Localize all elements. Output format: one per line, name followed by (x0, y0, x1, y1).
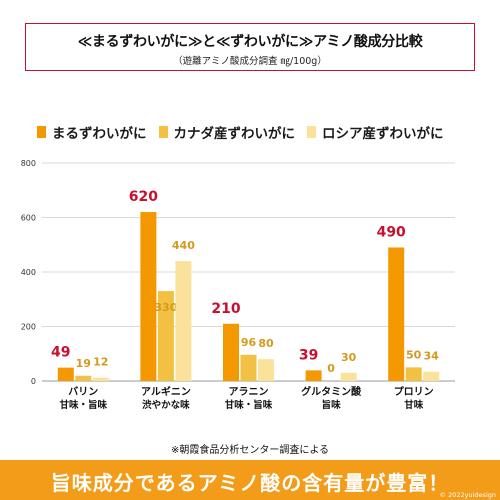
x-category-label: アルギニン (141, 385, 191, 398)
legend-item-series-1: まるずわいがに (37, 122, 147, 142)
chart-title: ≪まるずわいがに≫と≪ずわいがに≫アミノ酸成分比較 (77, 34, 423, 50)
bar-3 (258, 359, 274, 381)
y-tick-label: 800 (21, 159, 36, 168)
data-label: 30 (341, 351, 357, 364)
legend-swatch-series-2 (158, 126, 168, 138)
legend-item-series-2: カナダ産ずわいがに (158, 122, 296, 142)
bar-1 (388, 247, 405, 381)
bar-3 (340, 372, 357, 381)
bar-2 (75, 375, 92, 381)
x-category-label: バリン (68, 386, 98, 398)
data-label: 440 (172, 239, 195, 252)
data-label: 12 (93, 356, 108, 369)
bar-3 (92, 377, 109, 381)
x-category-sublabel: 渋やかな味 (142, 399, 190, 411)
bar-3 (175, 261, 192, 381)
chart-legend: まるずわいがに カナダ産ずわいがに ロシア産ずわいがに (37, 121, 490, 143)
bottom-banner: 旨味成分であるアミノ酸の含有量が豊富！ © 2022yuidesign (0, 460, 500, 500)
bar-3 (423, 371, 440, 381)
footnote: ※朝霞食品分析センター調査による (170, 445, 330, 456)
bar-1 (223, 323, 239, 381)
data-label: 210 (211, 301, 240, 317)
x-category-sublabel: 甘味・旨味 (60, 399, 108, 411)
legend-swatch-series-1 (37, 126, 46, 138)
legend-label-series-3: ロシア産ずわいがに (322, 126, 444, 142)
legend-label-series-1: まるずわいがに (52, 126, 147, 142)
data-label: 34 (424, 350, 440, 363)
chart-title-box: ≪まるずわいがに≫と≪ずわいがに≫アミノ酸成分比較 （遊離アミノ酸成分調査 ㎎/… (25, 23, 475, 71)
data-label: 0 (327, 362, 335, 375)
x-category-label: グルタミン酸 (301, 385, 362, 398)
x-category-sublabel: 甘味・旨味 (225, 399, 273, 411)
data-label: 49 (51, 345, 70, 361)
bar-2 (157, 291, 174, 381)
data-label: 330 (154, 301, 177, 314)
bar-2 (405, 367, 422, 381)
x-category-sublabel: 旨味 (322, 399, 342, 411)
bar-1 (140, 212, 157, 381)
banner-text: 旨味成分であるアミノ酸の含有量が豊富！ (50, 471, 450, 495)
x-category-sublabel: 甘味 (404, 399, 424, 411)
bar-1 (57, 367, 74, 381)
legend-swatch-series-3 (307, 126, 316, 138)
data-label: 490 (377, 224, 406, 240)
x-category-label: アラニン (229, 386, 269, 398)
x-category-label: プロリン (394, 385, 434, 398)
bar-1 (305, 370, 322, 381)
legend-label-series-2: カナダ産ずわいがに (173, 126, 296, 142)
y-tick-label: 400 (21, 268, 36, 277)
copyright-text: © 2022yuidesign (439, 491, 496, 499)
y-tick-label: 600 (21, 214, 36, 223)
data-label: 80 (258, 337, 274, 350)
bar-2 (240, 354, 257, 381)
data-label: 19 (76, 357, 91, 370)
data-label: 50 (406, 348, 422, 361)
chart-subtitle: （遊離アミノ酸成分調査 ㎎/100g） (173, 56, 327, 67)
data-label: 96 (241, 336, 257, 349)
data-label: 39 (299, 347, 318, 363)
data-label: 620 (129, 189, 158, 205)
legend-item-series-3: ロシア産ずわいがに (307, 122, 444, 142)
y-tick-label: 200 (21, 323, 36, 332)
y-tick-label: 0 (31, 377, 36, 386)
